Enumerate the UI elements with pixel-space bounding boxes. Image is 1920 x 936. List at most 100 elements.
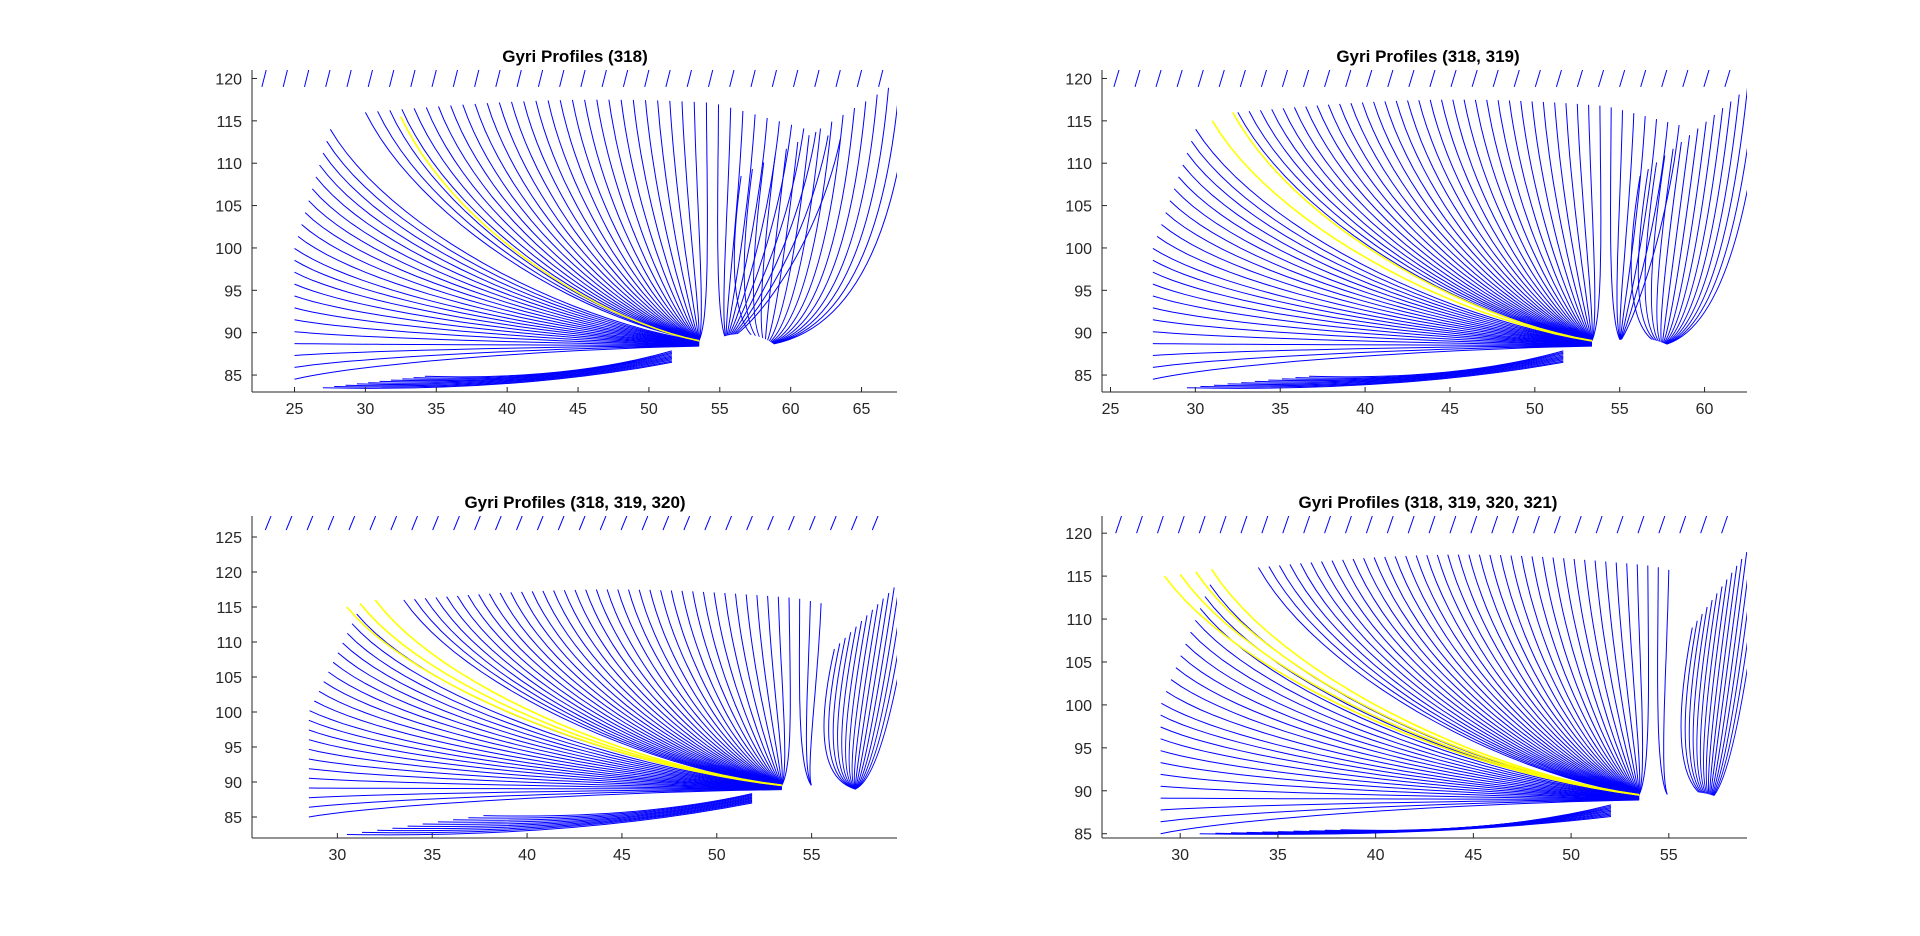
streamline-fragment: [599, 516, 607, 531]
streamline: [1630, 175, 1663, 346]
streamline: [308, 719, 782, 789]
x-tick-label: 25: [1102, 401, 1120, 418]
streamline: [1175, 667, 1640, 798]
streamline: [681, 590, 782, 786]
streamline: [606, 589, 782, 786]
streamline-fragment: [306, 516, 314, 531]
plot-area: [1113, 70, 1747, 392]
streamline: [1165, 690, 1640, 798]
streamline-fragment: [1534, 70, 1541, 88]
streamline: [767, 595, 783, 786]
streamline: [1160, 799, 1640, 811]
x-tick-label: 40: [1356, 401, 1374, 418]
streamline: [294, 345, 700, 368]
highlighted-profile: [1232, 111, 1593, 342]
streamline: [1195, 129, 1592, 342]
streamline: [498, 102, 700, 341]
panel-gyri-profiles-318-319-320-321: Gyri Profiles (318, 319, 320, 321) 30 35 4…: [1065, 493, 1747, 864]
y-tick-label: 115: [216, 114, 242, 131]
streamline-fragment: [474, 70, 480, 88]
streamline-fragment: [1324, 70, 1331, 88]
streamline: [1565, 103, 1593, 341]
streamline-fragment: [516, 70, 522, 88]
streamline: [308, 200, 700, 343]
streamline: [1293, 107, 1593, 342]
streamline: [563, 590, 782, 786]
streamline: [1709, 565, 1738, 800]
streamline: [692, 591, 783, 786]
streamline: [574, 589, 782, 786]
streamline: [1160, 738, 1640, 799]
streamline: [1361, 102, 1593, 341]
streamline-fragment: [431, 70, 437, 88]
streamline: [390, 354, 673, 382]
streamline: [1619, 119, 1657, 342]
y-tick-label: 95: [224, 740, 242, 757]
streamline: [1619, 122, 1669, 342]
streamline: [1185, 643, 1640, 797]
streamline: [403, 599, 782, 786]
streamline: [841, 626, 857, 790]
streamline-fragment: [1198, 516, 1206, 534]
streamline-fragment: [746, 516, 753, 531]
streamline: [848, 615, 868, 790]
streamline: [1268, 354, 1564, 382]
streamline: [1300, 563, 1640, 796]
panel-gyri-profiles-318: Gyri Profiles (318) 25 30 35 40 45 50 55 60 65 85…: [215, 47, 897, 418]
streamline: [1594, 560, 1640, 795]
x-tick-label: 50: [708, 847, 726, 864]
highlighted-profile: [1210, 568, 1640, 796]
streamline-fragment: [557, 516, 565, 531]
x-tick-label: 60: [1696, 401, 1714, 418]
streamline: [1554, 102, 1593, 341]
streamline-fragment: [1282, 516, 1290, 534]
streamline: [638, 589, 782, 786]
streamline-fragment: [474, 516, 481, 531]
streamline: [329, 129, 700, 342]
streamline: [1160, 785, 1640, 800]
y-tick-label: 105: [215, 670, 242, 687]
streamline: [1657, 567, 1668, 795]
streamline-fragment: [1724, 70, 1731, 88]
streamline: [713, 592, 783, 786]
highlighted-profile: [1211, 120, 1593, 342]
streamline: [547, 100, 700, 341]
y-tick-label: 115: [1066, 114, 1092, 131]
streamline-fragment: [1387, 70, 1394, 88]
streamline: [1661, 94, 1740, 346]
streamline: [1709, 558, 1743, 800]
streamline: [1644, 162, 1663, 346]
streamline: [723, 107, 732, 341]
y-tick-label: 90: [1074, 326, 1092, 343]
streamline-fragment: [1576, 70, 1583, 88]
x-tick-label: 40: [498, 401, 516, 418]
y-tick-label: 105: [215, 199, 242, 216]
streamline: [670, 590, 782, 786]
streamline: [660, 590, 782, 786]
y-tick-label: 115: [216, 600, 242, 617]
streamline: [294, 283, 700, 345]
streamline-fragment: [1345, 70, 1352, 88]
streamline: [1563, 558, 1640, 795]
streamline: [438, 106, 700, 342]
streamline: [764, 135, 810, 346]
streamline: [1661, 108, 1724, 346]
streamline-fragment: [580, 70, 586, 88]
streamline: [1152, 295, 1592, 345]
streamline: [617, 589, 782, 786]
streamline: [308, 788, 782, 808]
streamline: [717, 104, 727, 341]
streamline: [402, 352, 673, 380]
streamline-fragment: [1134, 70, 1141, 88]
streamline: [681, 101, 700, 341]
streamline-fragment: [1218, 70, 1225, 88]
streamline-fragment: [1574, 516, 1582, 534]
streamline: [702, 591, 783, 786]
streamline-fragment: [453, 516, 460, 531]
streamline-fragment: [1386, 516, 1394, 534]
streamline-fragment: [1365, 516, 1373, 534]
streamline: [1160, 773, 1640, 800]
highlighted-profile: [400, 116, 700, 342]
streamline: [392, 799, 753, 830]
streamline-fragment: [1219, 516, 1227, 534]
